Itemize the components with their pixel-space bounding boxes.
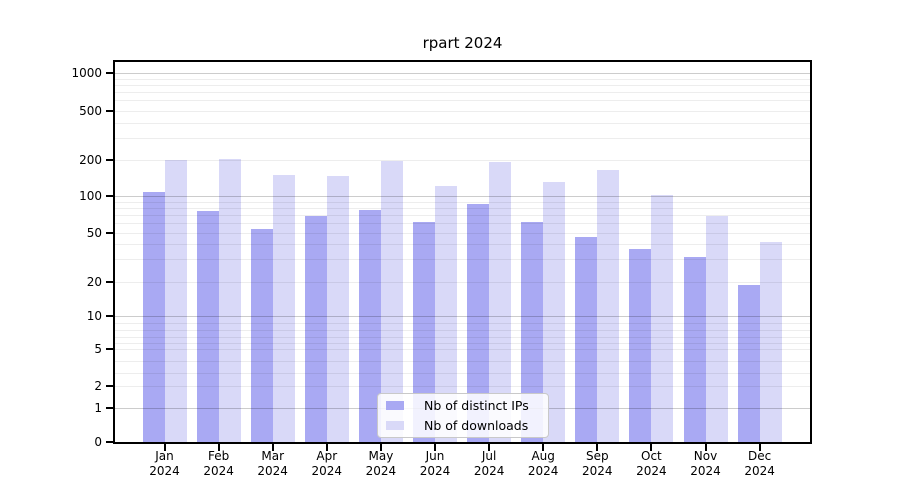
legend-label-downloads: Nb of downloads — [424, 417, 529, 433]
x-tick-mark — [488, 444, 491, 451]
bar-distinct-ips-jun-2024 — [413, 221, 435, 442]
bar-downloads-may-2024 — [380, 161, 403, 442]
gridline-minor — [115, 122, 810, 124]
y-tick-label-100: 100 — [79, 189, 102, 203]
x-tick-mark — [650, 444, 653, 451]
y-tick-mark — [106, 407, 113, 409]
x-tick-mark — [271, 444, 274, 451]
legend-item-distinct-ips: Nb of distinct IPs — [386, 398, 540, 414]
x-tick-mark — [542, 444, 545, 451]
bar-distinct-ips-feb-2024 — [196, 210, 219, 442]
y-tick-mark — [106, 159, 113, 161]
bar-distinct-ips-jan-2024 — [142, 191, 165, 442]
y-tick-label-20: 20 — [86, 275, 102, 289]
x-tick-label-may: May 2024 — [365, 449, 397, 478]
y-tick-mark — [106, 348, 113, 350]
gridline-minor — [115, 111, 810, 112]
bar-distinct-ips-aug-2024 — [521, 221, 544, 442]
bar-downloads-mar-2024 — [272, 175, 295, 442]
y-tick-label-1: 1 — [94, 401, 102, 415]
chart-title: rpart 2024 — [422, 34, 503, 52]
x-tick-label-oct: Oct 2024 — [636, 449, 667, 478]
legend-label-distinct-ips: Nb of distinct IPs — [424, 398, 529, 414]
bar-distinct-ips-apr-2024 — [304, 216, 327, 442]
y-tick-label-0: 0 — [94, 435, 102, 449]
bar-downloads-aug-2024 — [543, 181, 566, 442]
y-tick-label-50: 50 — [86, 226, 102, 240]
x-tick-label-nov: Nov 2024 — [690, 449, 721, 478]
y-tick-mark — [106, 195, 113, 197]
y-tick-label-2: 2 — [94, 379, 102, 393]
y-tick-mark — [106, 232, 113, 234]
x-tick-mark — [163, 444, 166, 451]
bar-distinct-ips-mar-2024 — [250, 229, 273, 442]
gridline-minor — [115, 78, 810, 80]
bar-distinct-ips-oct-2024 — [629, 248, 652, 442]
x-tick-mark — [379, 444, 382, 451]
bar-downloads-feb-2024 — [218, 158, 241, 442]
y-tick-label-200: 200 — [79, 153, 102, 167]
gridline-minor — [115, 84, 810, 86]
bar-downloads-jul-2024 — [489, 161, 512, 442]
y-tick-mark — [106, 281, 113, 283]
bar-distinct-ips-nov-2024 — [683, 256, 706, 442]
x-tick-mark — [758, 444, 761, 451]
bar-downloads-jun-2024 — [435, 186, 457, 442]
x-tick-mark — [434, 444, 436, 451]
plot-area — [113, 60, 812, 444]
y-tick-mark — [106, 385, 113, 387]
x-tick-label-jan: Jan 2024 — [149, 449, 180, 478]
bar-downloads-dec-2024 — [759, 241, 782, 442]
legend-item-downloads: Nb of downloads — [386, 418, 540, 434]
y-tick-label-5: 5 — [94, 342, 102, 356]
y-tick-mark — [106, 72, 113, 74]
x-tick-label-apr: Apr 2024 — [311, 449, 343, 478]
legend: Nb of distinct IPs Nb of downloads — [377, 393, 549, 438]
x-tick-mark — [704, 444, 707, 451]
y-tick-mark — [106, 441, 113, 443]
x-tick-label-aug: Aug 2024 — [527, 449, 559, 478]
x-tick-label-dec: Dec 2024 — [744, 449, 775, 478]
legend-swatch-downloads — [386, 420, 404, 430]
x-tick-label-mar: Mar 2024 — [257, 449, 288, 478]
bar-distinct-ips-dec-2024 — [737, 285, 760, 442]
bar-downloads-sep-2024 — [597, 170, 620, 442]
x-tick-label-sep: Sep 2024 — [582, 449, 613, 478]
gridline-minor — [115, 137, 810, 139]
bar-distinct-ips-may-2024 — [358, 210, 381, 442]
bar-distinct-ips-jul-2024 — [467, 204, 490, 442]
y-tick-label-500: 500 — [79, 104, 102, 118]
x-tick-label-feb: Feb 2024 — [203, 449, 234, 478]
x-tick-mark — [325, 444, 328, 451]
y-tick-mark — [106, 315, 113, 317]
bar-distinct-ips-sep-2024 — [575, 236, 598, 442]
gridline-minor — [115, 91, 810, 93]
x-tick-mark — [217, 444, 220, 451]
gridline-minor — [115, 100, 810, 102]
y-tick-label-1000: 1000 — [71, 66, 102, 80]
x-tick-mark — [596, 444, 599, 451]
bar-downloads-nov-2024 — [705, 216, 728, 442]
y-tick-mark — [106, 110, 113, 112]
bar-downloads-apr-2024 — [326, 176, 349, 442]
bar-downloads-oct-2024 — [651, 195, 674, 442]
gridline-major — [115, 73, 810, 74]
x-tick-label-jul: Jul 2024 — [473, 449, 505, 478]
y-tick-label-10: 10 — [86, 309, 102, 323]
legend-swatch-distinct-ips — [386, 401, 404, 411]
x-tick-label-jun: Jun 2024 — [419, 449, 451, 478]
bar-downloads-jan-2024 — [164, 159, 187, 442]
